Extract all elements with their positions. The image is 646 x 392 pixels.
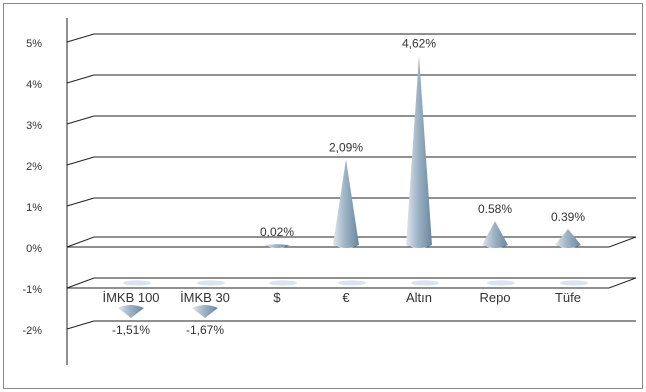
data-label: -1,51% [112, 323, 150, 337]
cone-mark [264, 244, 290, 248]
data-label: -1,67% [186, 323, 224, 337]
cone-body [406, 55, 432, 248]
category-label: Repo [479, 290, 510, 305]
floor-shadow [123, 280, 151, 286]
category-label: € [342, 290, 350, 305]
y-tick-label: 5% [26, 38, 42, 50]
data-label: 0,02% [260, 225, 294, 239]
data-label: 0.58% [478, 202, 512, 216]
cone-mark [555, 229, 581, 248]
data-label: 0.39% [551, 210, 585, 224]
category-label: İMKB 100 [102, 290, 159, 305]
data-label: 4,62% [402, 37, 436, 51]
floor-shadow [269, 280, 297, 286]
floor-plane [66, 277, 637, 289]
cone-mark [406, 55, 432, 248]
floor-shadow [487, 280, 515, 286]
data-labels: -1,51% -1,67% 0,02% 2,09% 4,62% 0.58% 0.… [112, 37, 585, 337]
cone-marks [118, 55, 588, 318]
floor-plane [66, 236, 637, 248]
y-tick-label: 4% [26, 79, 42, 91]
gridlines [66, 18, 637, 365]
floor-shadow [197, 280, 225, 286]
gridline-diagonal [66, 115, 95, 125]
gridline-diagonal [66, 197, 95, 207]
floor-shadow [560, 280, 588, 286]
chart-frame [3, 3, 643, 389]
cone-body [333, 159, 359, 248]
data-label: 2,09% [329, 140, 363, 154]
y-tick-label: 0% [26, 243, 42, 255]
cone-mark [118, 305, 144, 318]
cone-body [482, 221, 508, 248]
cone-body-negative [192, 305, 218, 318]
y-axis-ticks: 5% 4% 3% 2% 1% 0% -1% -2% [22, 38, 42, 337]
gridline-diagonal [66, 156, 95, 166]
gridline-diagonal [66, 74, 95, 84]
cone-body [264, 244, 290, 248]
category-label: İMKB 30 [180, 290, 230, 305]
gridline-diagonal [66, 320, 95, 330]
cone-mark [333, 159, 359, 248]
category-label: Tüfe [555, 290, 581, 305]
floor-shadow [338, 280, 366, 286]
cone-mark [192, 305, 218, 318]
y-tick-label: 3% [26, 120, 42, 132]
gridline-diagonal [66, 33, 95, 43]
cone-mark [482, 221, 508, 248]
y-tick-label: 1% [26, 202, 42, 214]
y-tick-label: 2% [26, 161, 42, 173]
cone-body-negative [118, 305, 144, 318]
floor-shadow [411, 280, 439, 286]
category-label: Altın [406, 290, 432, 305]
y-tick-label: -1% [22, 284, 42, 296]
y-tick-label: -2% [22, 325, 42, 337]
category-labels: İMKB 100 İMKB 30 $ € Altın Repo Tüfe [102, 290, 581, 305]
cone-body [555, 229, 581, 248]
category-label: $ [273, 290, 281, 305]
